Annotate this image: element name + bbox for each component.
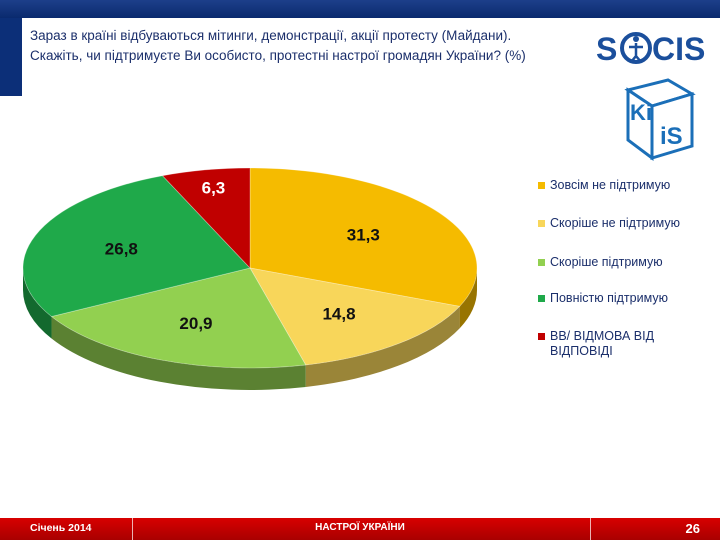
legend-item: Скоріше не підтримую: [538, 216, 716, 231]
question-text: Зараз в країні відбуваються мітинги, дем…: [30, 28, 526, 63]
svg-text:Ki: Ki: [630, 100, 652, 125]
legend-swatch: [538, 295, 545, 302]
pie-slice: [249, 267, 461, 366]
top-banner: [0, 0, 720, 18]
legend-label: Скоріше підтримую: [550, 255, 663, 269]
svg-text:iS: iS: [660, 123, 683, 150]
legend-label: ВВ/ ВІДМОВА ВІД ВІДПОВІДІ: [550, 329, 655, 358]
pie-slice: [161, 167, 251, 270]
legend-label: Повністю підтримую: [550, 291, 668, 305]
footer-divider: [132, 518, 133, 540]
pie-slice: [249, 167, 478, 307]
legend-label: Зовсім не підтримую: [550, 178, 671, 192]
pie-slice-side: [51, 316, 306, 390]
legend-swatch: [538, 259, 545, 266]
data-label: 31,3: [347, 226, 380, 245]
data-label: 20,9: [179, 314, 212, 333]
socis-logo: S CIS: [596, 31, 705, 67]
pie-slice: [22, 175, 251, 317]
data-label: 26,8: [105, 239, 138, 258]
legend-swatch: [538, 333, 545, 340]
footer-bar: Січень 2014 НАСТРОЇ УКРАЇНИ 26: [0, 518, 720, 540]
footer-title: НАСТРОЇ УКРАЇНИ: [315, 522, 405, 533]
footer-divider: [590, 518, 591, 540]
legend-item: Зовсім не підтримую: [538, 178, 716, 193]
pie-slice-side: [459, 268, 477, 329]
svg-text:CIS: CIS: [652, 31, 705, 67]
page-number: 26: [685, 521, 700, 536]
legend-item: Повністю підтримую: [538, 291, 716, 306]
svg-text:S: S: [596, 31, 617, 67]
legend-swatch: [538, 220, 545, 227]
left-accent-bar: [0, 18, 22, 96]
legend-item: ВВ/ ВІДМОВА ВІД ВІДПОВІДІ: [538, 329, 716, 359]
pie-slice-side: [23, 268, 52, 339]
data-label: 6,3: [202, 179, 226, 198]
data-label: 14,8: [322, 304, 355, 323]
pie-slice-side: [305, 306, 460, 387]
footer-date: Січень 2014: [30, 522, 92, 534]
legend-swatch: [538, 182, 545, 189]
pie-slice: [50, 267, 307, 369]
kiis-logo: Ki iS: [624, 78, 696, 161]
legend-item: Скоріше підтримую: [538, 255, 716, 270]
legend-label: Скоріше не підтримую: [550, 216, 680, 230]
